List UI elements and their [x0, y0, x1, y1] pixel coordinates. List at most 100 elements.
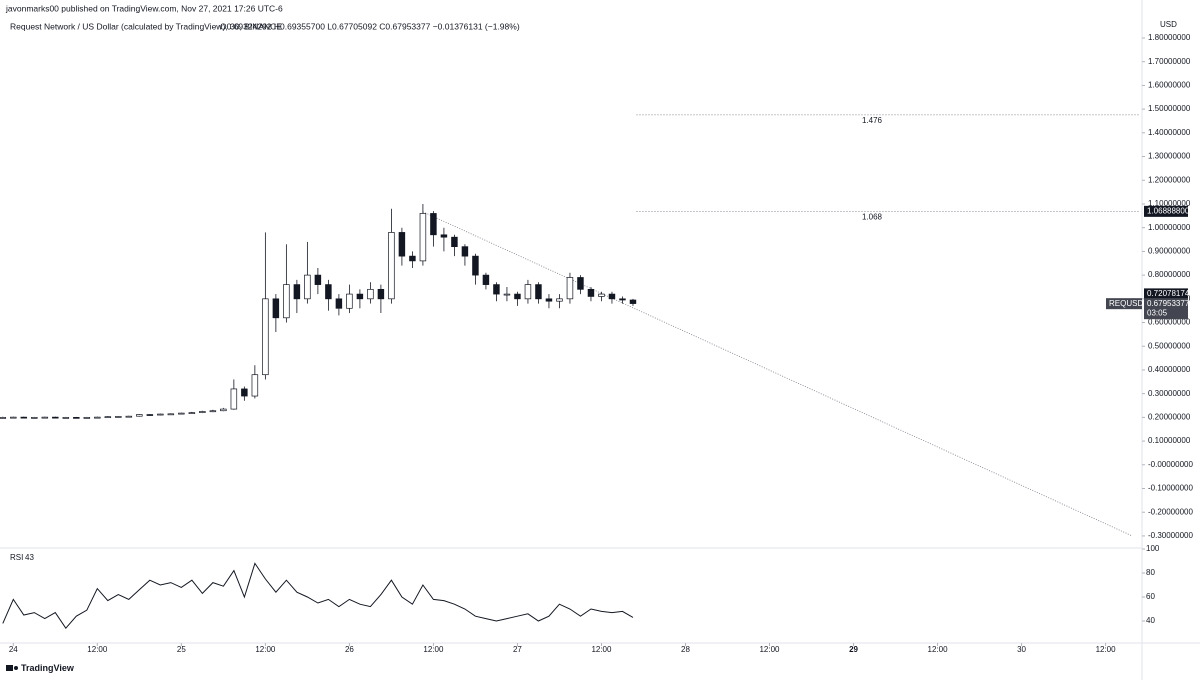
candle-body	[608, 293, 616, 300]
symbol-line: Request Network / US Dollar (calculated …	[10, 21, 282, 31]
candle	[430, 211, 437, 247]
candle	[535, 282, 542, 304]
candle-body	[629, 299, 637, 304]
rsi-name: RSI	[10, 553, 23, 562]
candle-body	[514, 293, 521, 300]
candle	[220, 407, 227, 412]
y-tick-label: 1.70000000	[1148, 57, 1191, 66]
candle	[388, 208, 395, 304]
candle	[230, 379, 238, 410]
x-tick-label: 24	[9, 645, 18, 654]
y-tick-label: 0.10000000	[1148, 436, 1191, 445]
candle-body	[262, 298, 269, 376]
candle	[419, 203, 427, 266]
candle	[146, 414, 154, 416]
y-tick-label: 0.50000000	[1148, 341, 1191, 350]
candle	[619, 296, 626, 304]
x-tick-label: 12:00	[1096, 645, 1117, 654]
candle	[94, 416, 101, 419]
rsi-tick-label: 60	[1146, 592, 1155, 601]
candle-body	[503, 293, 511, 296]
candle-body	[524, 284, 532, 300]
candle-body	[136, 414, 143, 417]
y-tick-label: 1.50000000	[1148, 104, 1191, 113]
candle	[556, 294, 563, 309]
candle	[472, 253, 479, 285]
y-tick-label: 1.20000000	[1148, 175, 1191, 184]
x-tick-label: 12:00	[423, 645, 444, 654]
candle-body	[230, 388, 238, 410]
candle-body	[398, 232, 406, 257]
candle	[41, 416, 49, 419]
candle	[241, 386, 248, 401]
candle	[367, 282, 374, 304]
candle	[10, 416, 17, 419]
candle-body	[220, 408, 227, 412]
candle	[440, 227, 448, 252]
candle	[629, 298, 637, 306]
x-tick-label: 27	[513, 645, 522, 654]
candle-body	[199, 411, 206, 413]
candle	[346, 284, 353, 314]
candle	[31, 416, 38, 419]
x-tick-label: 12:00	[87, 645, 108, 654]
candle-body	[251, 374, 259, 397]
candle	[304, 241, 311, 304]
footer-logo	[6, 665, 18, 671]
candle	[503, 286, 511, 302]
candle	[461, 244, 469, 266]
candle-body	[472, 255, 479, 276]
price-tag-label: 1.06888800	[1147, 206, 1190, 215]
x-tick-label: 12:00	[928, 645, 949, 654]
candle	[262, 232, 269, 380]
candle-body	[493, 284, 500, 295]
candle-body	[209, 410, 217, 413]
currency-label: USD	[1160, 20, 1177, 29]
candle	[272, 294, 280, 333]
candle	[20, 416, 28, 419]
candle	[104, 416, 112, 419]
candle-body	[52, 416, 59, 419]
candle-body	[157, 413, 164, 416]
candle	[598, 291, 605, 302]
candle	[325, 279, 332, 311]
candle	[157, 413, 164, 416]
rsi-tick-label: 100	[1146, 544, 1160, 553]
candle-body	[31, 417, 38, 419]
footer-brand: TradingView	[21, 663, 75, 673]
candle	[136, 414, 143, 417]
y-tick-label: -0.30000000	[1148, 531, 1193, 540]
candle-body	[167, 413, 175, 416]
y-tick-label: 1.10000000	[1148, 199, 1191, 208]
publish-line: javonmarks00 published on TradingView.co…	[5, 3, 283, 13]
x-tick-label: 28	[681, 645, 690, 654]
candle-body	[482, 274, 490, 285]
candle	[608, 291, 616, 304]
candle	[209, 409, 217, 413]
candle-body	[146, 414, 154, 416]
candle-body	[104, 416, 112, 419]
candle-body	[356, 293, 364, 300]
y-tick-label: 1.80000000	[1148, 33, 1191, 42]
price-tag	[1144, 288, 1188, 300]
candle-body	[304, 274, 311, 300]
candle-body	[587, 288, 595, 297]
countdown: 03:05	[1147, 308, 1168, 317]
candle	[409, 251, 416, 268]
candle-body	[409, 255, 416, 262]
candle-body	[62, 417, 70, 419]
candle-body	[20, 416, 28, 419]
rsi-tick-label: 80	[1146, 568, 1155, 577]
candle-body	[566, 277, 574, 300]
candle	[335, 294, 343, 316]
candle-body	[535, 284, 542, 300]
price-tag	[1144, 205, 1188, 217]
candle-body	[346, 293, 353, 309]
candle	[451, 234, 458, 257]
candle	[545, 294, 553, 309]
candle-body	[440, 234, 448, 238]
candle	[178, 412, 185, 415]
candle	[482, 272, 490, 290]
